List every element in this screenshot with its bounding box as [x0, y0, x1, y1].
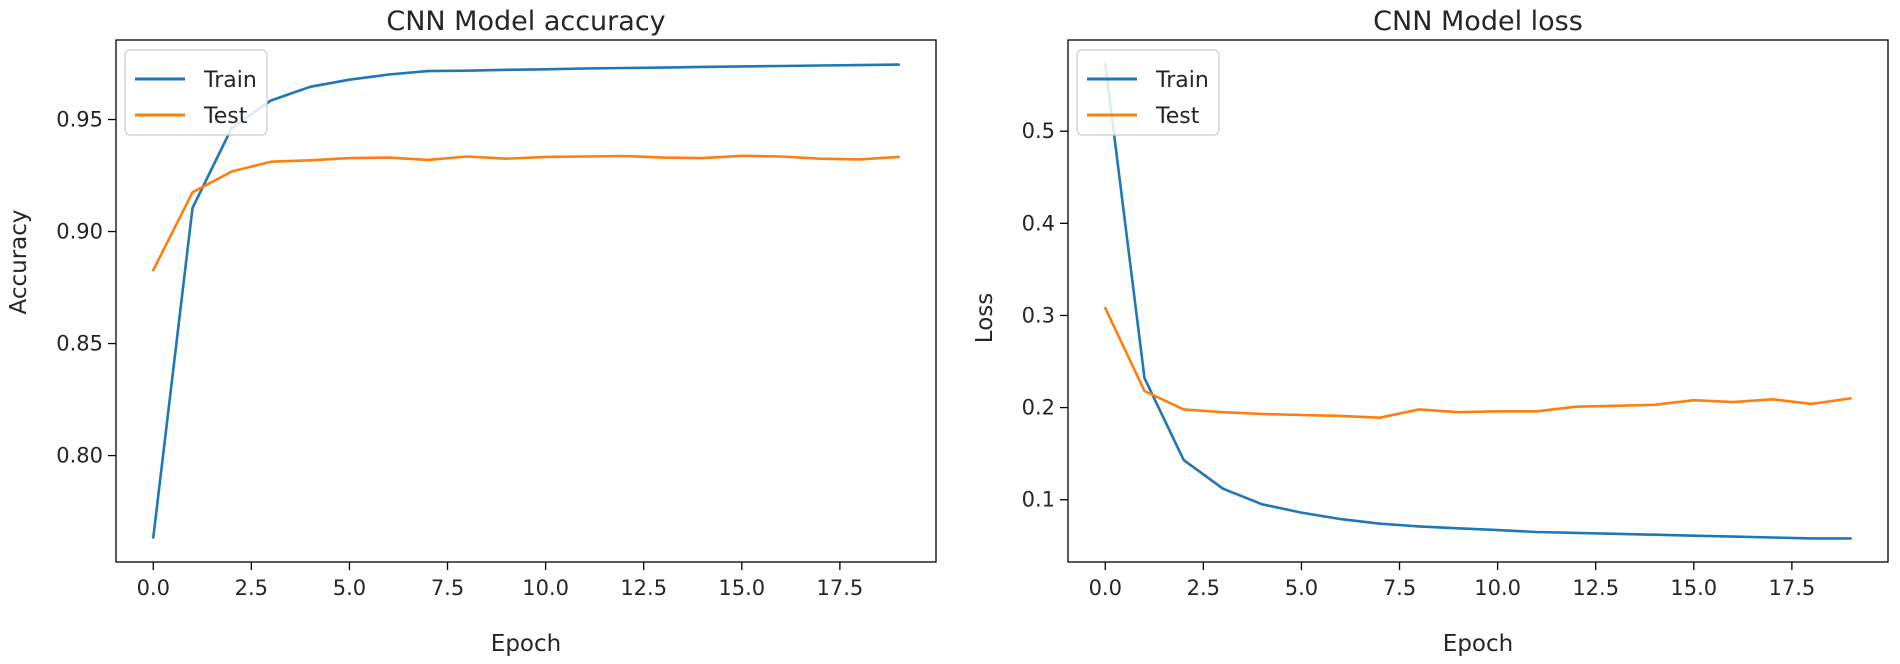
- accuracy-xtick-label: 0.0: [137, 576, 170, 600]
- loss-xtick-label: 12.5: [1572, 576, 1619, 600]
- accuracy-ytick-label: 0.85: [56, 332, 103, 356]
- accuracy-xtick-label: 7.5: [431, 576, 464, 600]
- accuracy-legend-test-label: Test: [203, 104, 248, 129]
- accuracy-xtick-label: 12.5: [620, 576, 667, 600]
- loss-ytick-label: 0.3: [1022, 303, 1055, 327]
- accuracy-xtick-label: 5.0: [333, 576, 366, 600]
- accuracy-chart-lines: [152, 63, 901, 539]
- loss-chart-yticks: 0.1 0.2 0.3 0.4 0.5: [1022, 119, 1068, 512]
- loss-xtick-label: 17.5: [1768, 576, 1815, 600]
- accuracy-legend-train-label: Train: [203, 68, 257, 93]
- loss-ytick-label: 0.5: [1022, 119, 1055, 143]
- accuracy-xtick-label: 2.5: [235, 576, 268, 600]
- loss-ytick-label: 0.2: [1022, 396, 1055, 420]
- loss-chart: CNN Model loss Epoch Loss 0.10.20.30.40.…: [972, 6, 1889, 657]
- accuracy-chart-legend: Train Test: [124, 49, 268, 136]
- loss-chart-xlabel: Epoch: [1443, 631, 1513, 657]
- loss-chart-legend: Train Test: [1076, 49, 1220, 136]
- accuracy-train-line: [152, 63, 901, 539]
- loss-xtick-label: 10.0: [1474, 576, 1521, 600]
- loss-ytick-label: 0.1: [1022, 488, 1055, 512]
- loss-chart-title: CNN Model loss: [1373, 6, 1583, 37]
- accuracy-chart-xticks: 0.0 2.5 5.0 7.5 10.0 12.5 15.0 17.5: [137, 562, 863, 600]
- loss-train-line: [1104, 62, 1852, 540]
- accuracy-chart-title: CNN Model accuracy: [386, 6, 665, 37]
- accuracy-chart: CNN Model accuracy Epoch Accuracy 0.800.…: [6, 6, 937, 657]
- loss-legend-train-label: Train: [1155, 68, 1209, 93]
- accuracy-ytick-label: 0.90: [56, 220, 103, 244]
- loss-ytick-label: 0.4: [1022, 211, 1055, 235]
- accuracy-test-line: [152, 154, 901, 272]
- loss-xtick-label: 7.5: [1383, 576, 1416, 600]
- loss-xtick-label: 5.0: [1285, 576, 1318, 600]
- accuracy-xtick-label: 17.5: [816, 576, 863, 600]
- accuracy-chart-ylabel: Accuracy: [6, 209, 32, 314]
- accuracy-ytick-label: 0.80: [56, 444, 103, 468]
- loss-legend-test-label: Test: [1155, 104, 1200, 129]
- loss-xtick-label: 0.0: [1089, 576, 1122, 600]
- loss-chart-ylabel: Loss: [972, 293, 998, 343]
- accuracy-xtick-label: 15.0: [718, 576, 765, 600]
- loss-chart-axes-frame: [1067, 39, 1889, 563]
- accuracy-xtick-label: 10.0: [522, 576, 569, 600]
- loss-xtick-label: 15.0: [1670, 576, 1717, 600]
- loss-chart-xticks: 0.0 2.5 5.0 7.5 10.0 12.5 15.0 17.5: [1089, 562, 1815, 600]
- loss-test-line: [1104, 306, 1852, 420]
- accuracy-ytick-label: 0.95: [56, 108, 103, 132]
- accuracy-chart-yticks: 0.80 0.85 0.90 0.95: [56, 108, 116, 468]
- accuracy-chart-axes-frame: [115, 39, 937, 563]
- loss-chart-lines: [1104, 62, 1852, 540]
- loss-xtick-label: 2.5: [1187, 576, 1220, 600]
- accuracy-chart-xlabel: Epoch: [491, 631, 561, 657]
